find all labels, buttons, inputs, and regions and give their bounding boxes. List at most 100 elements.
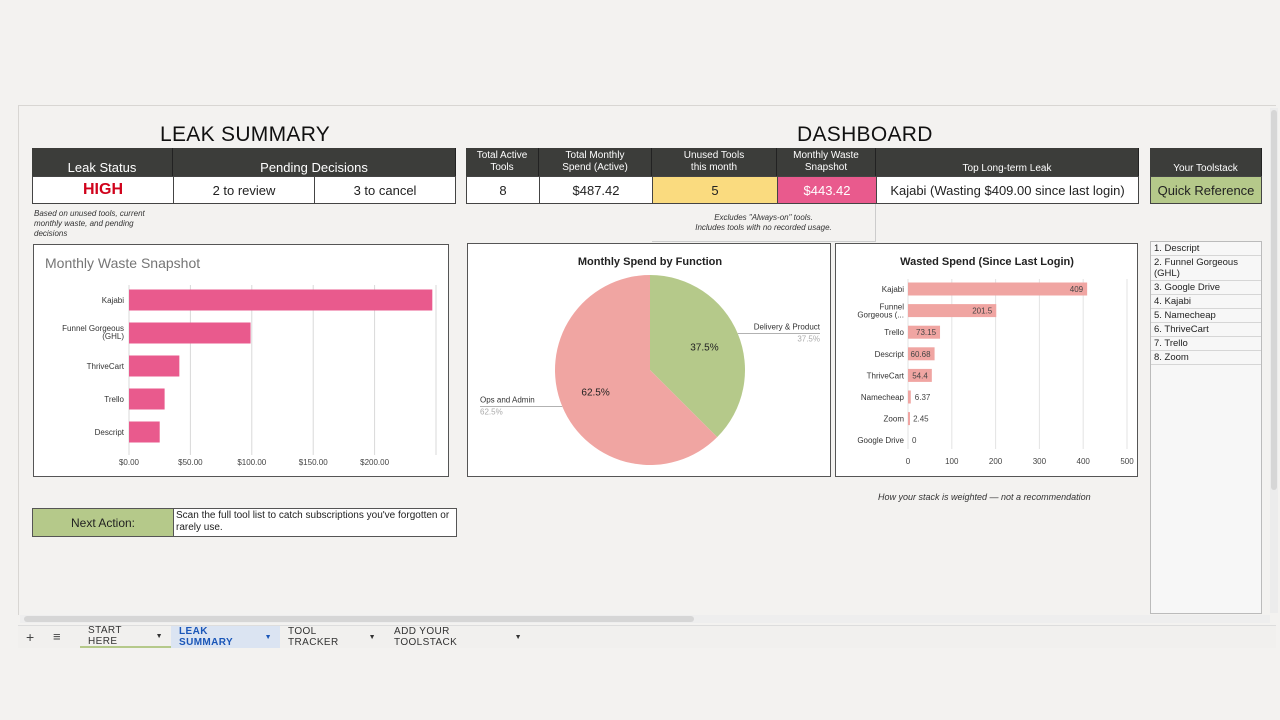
chart3-category-label: ThriveCart (867, 371, 905, 380)
chart1-tick-label: $200.00 (360, 458, 389, 467)
to-cancel-cell[interactable]: 3 to cancel (314, 176, 456, 204)
toolstack-item[interactable]: 3. Google Drive (1151, 281, 1261, 295)
chevron-down-icon[interactable]: ▼ (514, 633, 522, 641)
chart1-title: Monthly Waste Snapshot (45, 255, 200, 271)
chart2-slice-pct: 37.5% (690, 342, 718, 353)
horizontal-scrollbar-thumb[interactable] (24, 616, 694, 622)
horizontal-scrollbar[interactable] (20, 615, 1270, 623)
chart3-bar[interactable] (908, 368, 932, 382)
chart2-slice[interactable] (555, 275, 718, 465)
all-sheets-menu-icon[interactable]: ≡ (53, 629, 61, 644)
chart1-bar[interactable] (129, 355, 180, 377)
sheet-tab-add-your-toolstack[interactable]: ADD YOUR TOOLSTACK ▼ (386, 626, 530, 648)
active-tools-header: Total Active Tools (466, 148, 539, 176)
monthly-spend-header: Total Monthly Spend (Active) (539, 148, 652, 176)
chart3-bar[interactable] (908, 412, 910, 426)
chart1-category-label: ThriveCart (87, 362, 125, 371)
chart1-bar[interactable] (129, 322, 251, 344)
spend-by-function-chart-panel[interactable]: Monthly Spend by Function 37.5% Delivery … (467, 243, 831, 477)
chevron-down-icon[interactable]: ▼ (264, 633, 272, 641)
chart3-value-label: 6.37 (915, 393, 931, 402)
chart3-bar[interactable] (908, 347, 935, 361)
chart2-slice-label: Delivery & Product (754, 323, 821, 332)
chart3-value-label: 201.5 (972, 307, 993, 316)
chart1-bar[interactable] (129, 421, 160, 443)
toolstack-item[interactable]: 1. Descript (1151, 242, 1261, 256)
chart1-category-label: Descript (95, 428, 125, 437)
chart3-title: Wasted Spend (Since Last Login) (900, 256, 1074, 268)
chevron-down-icon[interactable]: ▼ (155, 632, 163, 640)
monthly-spend-value[interactable]: $487.42 (539, 176, 653, 204)
toolstack-item[interactable]: 8. Zoom (1151, 351, 1261, 365)
next-action-label: Next Action: (32, 508, 174, 537)
wasted-spend-chart-panel[interactable]: Wasted Spend (Since Last Login) Kajabi Fu… (835, 243, 1138, 477)
toolstack-item[interactable]: 6. ThriveCart (1151, 323, 1261, 337)
chart1-bar[interactable] (129, 289, 433, 311)
chart2-title: Monthly Spend by Function (578, 256, 722, 268)
toolstack-list: 1. Descript 2. Funnel Gorgeous (GHL) 3. Go… (1150, 241, 1262, 614)
wasted-spend-chart: Wasted Spend (Since Last Login) Kajabi Fu… (857, 256, 1134, 466)
sheet-tab-start-here[interactable]: START HERE ▼ (80, 625, 171, 648)
to-review-cell[interactable]: 2 to review (173, 176, 315, 204)
top-leak-header: Top Long-term Leak (876, 148, 1139, 176)
top-leak-value[interactable]: Kajabi (Wasting $409.00 since last login… (876, 176, 1139, 204)
chart3-value-label: 54.4 (912, 371, 928, 380)
toolstack-item[interactable]: 4. Kajabi (1151, 295, 1261, 309)
waste-snapshot-header: Monthly Waste Snapshot (777, 148, 876, 176)
chart2-slice-label-pct: 37.5% (797, 335, 820, 344)
unused-note-line-1: Excludes "Always-on" tools. (714, 213, 813, 222)
sheet-tab-label: TOOL TRACKER (288, 626, 339, 648)
toolstack-item[interactable]: 2. Funnel Gorgeous (GHL) (1151, 256, 1261, 281)
next-action-text[interactable]: Scan the full tool list to catch subscri… (173, 508, 457, 537)
chart3-value-label: 0 (912, 436, 917, 445)
chart3-category-label: Trello (884, 328, 904, 337)
leak-status-note: Based on unused tools, current monthly w… (34, 209, 145, 238)
chevron-down-icon[interactable]: ▼ (368, 633, 376, 641)
spend-by-function-chart: Monthly Spend by Function 37.5% Delivery … (480, 256, 821, 465)
chart3-category-label: Funnel Gorgeous (... (857, 303, 904, 320)
chart3-tick-label: 400 (1077, 457, 1091, 466)
sheet-tab-tool-tracker[interactable]: TOOL TRACKER ▼ (280, 626, 384, 648)
waste-snapshot-value[interactable]: $443.42 (777, 176, 877, 204)
monthly-waste-chart-panel[interactable]: Monthly Waste Snapshot Kajabi Funnel Gorg… (33, 244, 449, 477)
chart3-tick-label: 300 (1033, 457, 1047, 466)
weighted-note: How your stack is weighted — not a recom… (878, 492, 1091, 502)
chart3-bar[interactable] (908, 304, 997, 318)
chart3-category-label: Zoom (884, 415, 905, 424)
chart3-tick-label: 500 (1120, 457, 1134, 466)
chart1-category-label: Trello (104, 395, 124, 404)
toolstack-item[interactable]: 5. Namecheap (1151, 309, 1261, 323)
chart3-bar[interactable] (908, 390, 911, 404)
sheet-tab-bar: + ≡ START HERE ▼ LEAK SUMMARY ▼ TOOL TRACKER… (18, 625, 1276, 648)
chart1-bar[interactable] (129, 388, 165, 410)
unused-tools-value[interactable]: 5 (652, 176, 778, 204)
chart3-tick-label: 200 (989, 457, 1003, 466)
chart3-value-label: 60.68 (911, 350, 932, 359)
sheet-tab-label: LEAK SUMMARY (179, 626, 234, 648)
chart3-value-label: 409 (1070, 285, 1084, 294)
chart2-slice-pct: 62.5% (581, 388, 609, 399)
chart1-category-label: Funnel Gorgeous (GHL) (62, 324, 124, 341)
chart3-category-label: Google Drive (857, 436, 904, 445)
monthly-waste-chart: Monthly Waste Snapshot Kajabi Funnel Gorg… (45, 255, 437, 467)
toolstack-item[interactable]: 7. Trello (1151, 337, 1261, 351)
chart3-bar[interactable] (908, 282, 1088, 296)
vertical-scrollbar-thumb[interactable] (1271, 110, 1277, 490)
chart3-value-label: 2.45 (913, 415, 929, 424)
active-tools-value[interactable]: 8 (466, 176, 540, 204)
vertical-scrollbar[interactable] (1270, 108, 1278, 613)
chart2-slice-label-pct: 62.5% (480, 407, 503, 416)
chart3-tick-label: 0 (906, 457, 911, 466)
leak-status-value[interactable]: HIGH (32, 176, 174, 204)
chart2-slice[interactable] (650, 275, 745, 438)
add-sheet-icon[interactable]: + (26, 629, 35, 645)
chart1-tick-label: $0.00 (119, 458, 140, 467)
unused-note-line-2: Includes tools with no recorded usage. (695, 223, 832, 232)
toolstack-header: Your Toolstack (1150, 148, 1262, 176)
chart3-category-label: Kajabi (882, 285, 904, 294)
dashboard-title: DASHBOARD (797, 123, 933, 146)
chart1-tick-label: $150.00 (299, 458, 328, 467)
quick-reference-button[interactable]: Quick Reference (1150, 176, 1262, 204)
sheet-tab-leak-summary[interactable]: LEAK SUMMARY ▼ (171, 626, 280, 648)
chart3-bar[interactable] (908, 325, 941, 339)
